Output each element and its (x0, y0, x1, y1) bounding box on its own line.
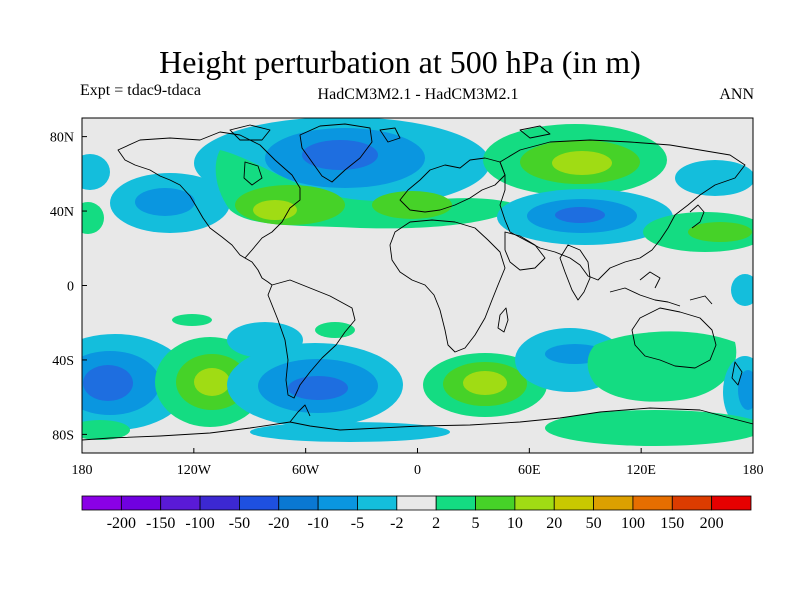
colorbar-swatch (120, 495, 162, 511)
coast-arctic-islands (229, 124, 551, 143)
colorbar-swatch (711, 495, 752, 511)
lat-tick-label: 80S (52, 428, 74, 443)
colorbar-label: -200 (107, 515, 136, 532)
colorbar-swatch (199, 495, 240, 511)
lon-tick-label: 120E (626, 463, 656, 478)
coast-australia (631, 307, 717, 369)
anomaly-field (82, 118, 753, 446)
coast-central-america (244, 257, 273, 286)
anomaly-australia-high (587, 331, 737, 402)
anomaly-sw-pacific-low (723, 356, 753, 428)
colorbar-swatch (81, 495, 122, 511)
anomaly-ne-pacific-low (110, 173, 230, 233)
colorbar-label: -20 (268, 515, 289, 532)
lon-tick-label: 60E (518, 463, 541, 478)
anomaly-nw-pacific-high (82, 202, 753, 252)
colorbar-swatch (435, 495, 476, 511)
colorbar-label: 150 (660, 515, 684, 532)
colorbar: -200 -150 -100 -50 -20 -10 -5 -2 2 5 10 20 50 100 150 2… (81, 495, 752, 532)
colorbar-swatch (317, 495, 358, 511)
colorbar-swatch (357, 495, 398, 511)
colorbar-swatch (553, 495, 594, 511)
coast-hudson-bay (243, 161, 263, 186)
colorbar-swatch (396, 495, 437, 511)
anomaly-s-atlantic-low (227, 322, 403, 427)
lat-tick-label: 0 (67, 280, 74, 295)
colorbar-label: 5 (472, 515, 480, 532)
lat-tick-label: 40N (50, 205, 74, 220)
colorbar-swatch (475, 495, 516, 511)
season-label: ANN (719, 86, 754, 103)
anomaly-central-asia-low (497, 189, 673, 245)
colorbar-swatch (278, 495, 319, 511)
latitude-axis: 80N 40N 0 40S 80S (50, 131, 87, 443)
coast-north-america (117, 131, 301, 259)
colorbar-label: 100 (621, 515, 645, 532)
lon-tick-label: 60W (292, 463, 320, 478)
lon-tick-label: 120W (177, 463, 212, 478)
colorbar-label: 2 (432, 515, 440, 532)
coast-africa (389, 219, 506, 353)
anomaly-tropical-patches (172, 274, 753, 338)
colorbar-swatch (671, 495, 713, 511)
colorbar-label: 20 (546, 515, 562, 532)
colorbar-label: -100 (185, 515, 214, 532)
coast-arabia (504, 231, 546, 271)
lon-tick-label: 180 (72, 463, 93, 478)
colorbar-label: 10 (507, 515, 523, 532)
coast-south-america (267, 279, 356, 399)
coast-japan (689, 204, 705, 229)
colorbar-swatch (593, 495, 634, 511)
anomaly-s-pacific-low (82, 334, 190, 430)
colorbar-label: 50 (586, 515, 602, 532)
colorbar-swatch (239, 495, 280, 511)
colorbar-label: -150 (146, 515, 175, 532)
colorbar-swatch (632, 495, 673, 511)
colorbar-label: -50 (229, 515, 250, 532)
figure-title: Height perturbation at 500 hPa (in m) (159, 44, 641, 80)
anomaly-s-indian-high (423, 353, 547, 417)
colorbar-swatch (160, 495, 201, 511)
lon-tick-label: 180 (743, 463, 764, 478)
anomaly-siberia-high (483, 124, 667, 196)
coast-antarctic-peninsula (289, 404, 311, 423)
experiment-label: Expt = tdac9-tdaca (80, 82, 201, 99)
colorbar-swatch (514, 495, 555, 511)
coast-india (559, 244, 591, 301)
lat-tick-label: 80N (50, 131, 74, 146)
coastlines (82, 123, 753, 441)
lon-tick-label: 0 (414, 463, 421, 478)
coast-new-zealand (731, 361, 743, 386)
longitude-axis: 180 120W 60W 0 60E 120E 180 (72, 448, 764, 478)
coast-madagascar (497, 307, 509, 333)
anomaly-nw-pacific-low (82, 154, 753, 196)
lat-tick-label: 40S (52, 354, 74, 369)
coast-antarctica (82, 407, 753, 441)
colorbar-label: -2 (390, 515, 403, 532)
colorbar-label: -10 (307, 515, 328, 532)
model-comparison-label: HadCM3M2.1 - HadCM3M2.1 (317, 86, 519, 103)
coast-indonesia (609, 271, 713, 307)
coast-greenland (299, 123, 373, 183)
colorbar-label: 200 (700, 515, 724, 532)
colorbar-label: -5 (351, 515, 364, 532)
